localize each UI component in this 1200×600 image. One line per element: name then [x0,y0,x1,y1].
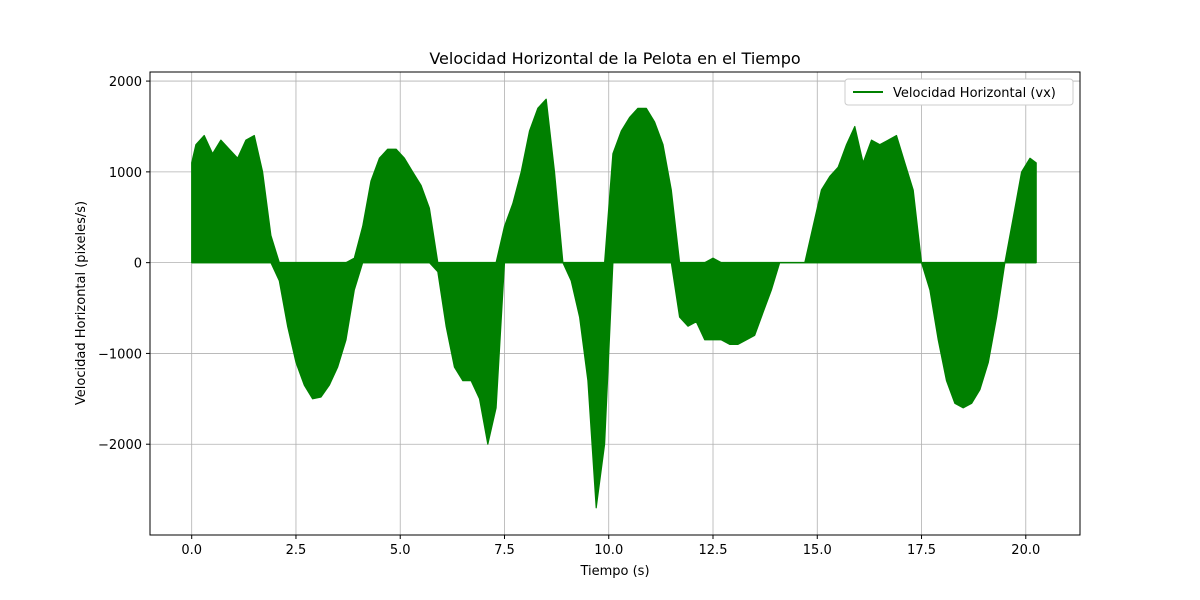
x-tick-label: 0.0 [181,543,202,558]
x-tick-label: 2.5 [286,543,307,558]
legend: Velocidad Horizontal (vx) [844,78,1074,106]
y-tick-label: 0 [134,257,142,272]
series-layer [191,98,1037,509]
x-tick-label: 10.0 [594,543,623,558]
x-tick-label: 7.5 [494,543,515,558]
y-tick-label: −1000 [98,347,142,362]
y-axis-label: Velocidad Horizontal (pixeles/s) [74,201,89,405]
x-tick-label: 5.0 [390,543,411,558]
y-tick-label: 1000 [109,166,142,181]
y-tick-label: −2000 [98,438,142,453]
x-tick-label: 17.5 [907,543,936,558]
x-tick-label: 12.5 [699,543,728,558]
plot-frame [149,71,1081,536]
chart-title: Velocidad Horizontal de la Pelota en el … [429,49,800,68]
y-tick-label: 2000 [109,75,142,90]
y-axis-ticks: −2000 −1000 0 1000 2000 [98,75,150,453]
x-tick-label: 20.0 [1011,543,1040,558]
x-axis-label: Tiempo (s) [579,564,649,579]
x-axis-ticks: 0.0 2.5 5.0 7.5 10.0 12.5 15.0 17.5 20.0 [181,535,1040,558]
legend-label: Velocidad Horizontal (vx) [893,86,1056,101]
legend-box [844,78,1074,106]
x-tick-label: 15.0 [803,543,832,558]
